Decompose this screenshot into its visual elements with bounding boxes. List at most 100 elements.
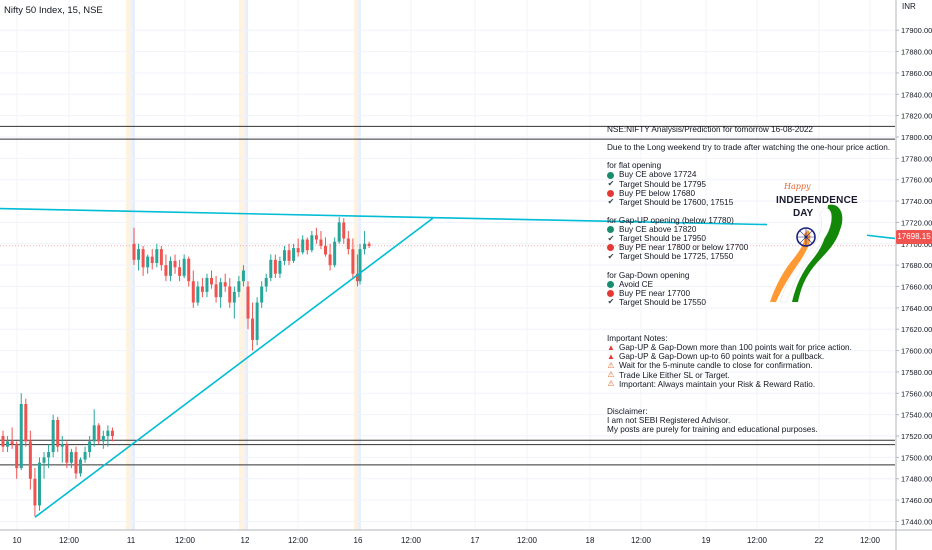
candle-body: [214, 284, 218, 298]
candle-body: [292, 248, 296, 261]
candle-body: [328, 254, 332, 266]
candle-body: [42, 457, 46, 463]
note-list-item: ✔ Target Should be 17550: [607, 298, 877, 307]
candle-body: [358, 249, 362, 282]
candle-body: [132, 243, 136, 260]
x-tick-label: 12:00: [175, 536, 196, 545]
important-heading: Important Notes:: [607, 334, 668, 344]
resistance-trendline-extension: [866, 234, 896, 240]
y-tick-label: 17580.00: [901, 368, 932, 377]
y-tick-label: 17480.00: [901, 475, 932, 484]
candle-body: [228, 286, 232, 303]
note-text: Buy PE near 17800 or below 17700: [619, 243, 749, 253]
candle-body: [101, 436, 105, 442]
candle-body: [10, 441, 14, 445]
candle-body: [6, 441, 10, 447]
candle-body: [324, 245, 328, 255]
note-text: Gap-UP & Gap-Down more than 100 points w…: [619, 343, 852, 353]
green-circle-icon: [607, 171, 614, 179]
candle-body: [15, 444, 19, 469]
note-list-item: ✔ Target Should be 17725, 17550: [607, 252, 877, 261]
x-tick-label: 12:00: [860, 536, 881, 545]
candle-body: [246, 286, 250, 319]
candle-body: [260, 286, 264, 303]
candle-body: [110, 430, 114, 437]
candle-body: [69, 452, 73, 463]
warning-icon: ⚠: [607, 379, 615, 389]
candle-body: [106, 430, 110, 437]
y-tick-label: 17840.00: [901, 90, 932, 99]
candle-body: [33, 478, 37, 506]
banner-happy: Happy: [784, 182, 811, 191]
small-red-triangle-icon: ▲: [607, 351, 615, 361]
banner-title: INDEPENDENCE: [776, 195, 858, 206]
note-intro: Due to the Long weekend try to trade aft…: [607, 143, 891, 153]
candle-body: [251, 318, 255, 340]
candle-body: [97, 425, 101, 442]
candle-body: [210, 277, 214, 285]
candle-body: [264, 277, 268, 287]
y-tick-label: 17640.00: [901, 304, 932, 313]
x-tick-label: 12: [241, 536, 250, 545]
y-tick-label: 17560.00: [901, 389, 932, 398]
note-text: Gap-UP & Gap-Down up-to 60 points wait f…: [619, 352, 825, 362]
gapdown-list: Avoid CE Buy PE near 17700 ✔ Target Should …: [607, 280, 877, 307]
note-list-item: Avoid CE: [607, 280, 877, 289]
note-list-item: Buy CE above 17820: [607, 225, 877, 234]
candle-body: [1, 436, 5, 447]
analysis-note[interactable]: NSE:NIFTY Analysis/Prediction for tomorr…: [607, 125, 891, 434]
red-circle-icon: [607, 289, 614, 297]
gapup-heading: for Gap-UP opening (below 17780): [607, 215, 734, 225]
note-list-item: ▲ Gap-UP & Gap-Down more than 100 points …: [607, 343, 877, 352]
candle-body: [296, 248, 300, 253]
x-tick-label: 12:00: [288, 536, 309, 545]
note-list-item: ✔ Target Should be 17600, 17515: [607, 198, 877, 207]
disclaimer-heading: Disclaimer:: [607, 406, 648, 416]
candle-body: [74, 452, 78, 474]
candle-body: [282, 250, 286, 261]
note-list-item: ⚠ Important: Always maintain your Risk & …: [607, 380, 877, 389]
note-list-item: Buy PE near 17700: [607, 289, 877, 298]
y-tick-label: 17820.00: [901, 112, 932, 121]
note-text: Target Should be 17725, 17550: [619, 252, 734, 262]
candle-body: [56, 420, 60, 447]
candle-body: [191, 281, 195, 303]
candle-body: [319, 239, 323, 246]
chart-title: Nifty 50 Index, 15, NSE: [4, 5, 103, 16]
note-list-item: ⚠ Trade Like Either SL or Target.: [607, 371, 877, 380]
candle-body: [305, 239, 309, 251]
candle-body: [37, 462, 41, 506]
note-text: I am not SEBI Registered Advisor.: [607, 416, 731, 425]
candle-body: [155, 249, 159, 264]
candle-body: [346, 238, 350, 250]
candle-body: [150, 256, 154, 264]
candle-body: [19, 403, 23, 469]
candle-body: [333, 241, 337, 266]
y-tick-label: 17540.00: [901, 411, 932, 420]
candle-body: [159, 249, 163, 266]
candle-body: [28, 441, 32, 479]
candle-body: [92, 425, 96, 442]
note-list-item: ▲ Gap-UP & Gap-Down up-to 60 points wait …: [607, 352, 877, 361]
note-list-item: Buy CE above 17724: [607, 170, 877, 179]
y-tick-label: 17680.00: [901, 261, 932, 270]
candle-body: [146, 256, 150, 268]
note-text: Wait for the 5-minute candle to close fo…: [619, 361, 813, 371]
y-tick-label: 17660.00: [901, 283, 932, 292]
x-tick-label: 10: [13, 536, 22, 545]
flat-heading: for flat opening: [607, 161, 662, 171]
note-text: Buy CE above 17724: [619, 170, 697, 180]
candle-body: [273, 259, 277, 274]
x-tick-label: 12:00: [747, 536, 768, 545]
note-text: Target Should be 17600, 17515: [619, 197, 734, 207]
candle-body: [60, 444, 64, 447]
note-text: Avoid CE: [619, 279, 653, 289]
y-tick-label: 17780.00: [901, 154, 932, 163]
candle-body: [287, 250, 291, 261]
note-list-item: Buy PE below 17680: [607, 189, 877, 198]
note-text: Important: Always maintain your Risk & R…: [619, 379, 816, 389]
candle-body: [24, 403, 28, 442]
y-tick-label: 17720.00: [901, 218, 932, 227]
